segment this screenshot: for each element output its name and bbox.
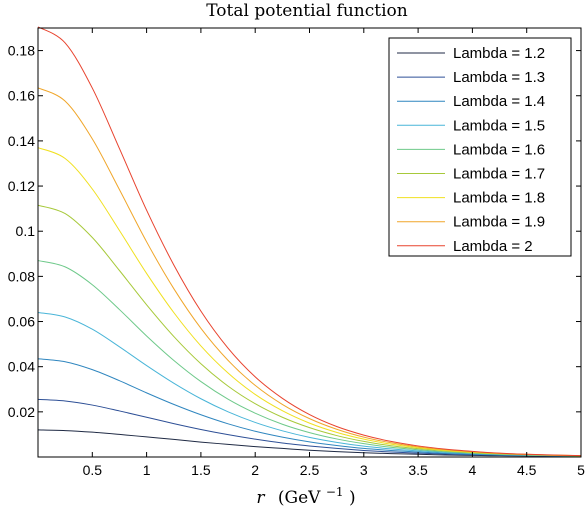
series-line-1: [37, 429, 582, 457]
y-tick-label: 0.16: [8, 88, 35, 104]
series-layer: [37, 26, 582, 457]
x-axis-label-unit: (GeV: [278, 488, 321, 508]
legend-box: [388, 37, 572, 257]
legend-entry-8: Lambda = 1.9: [397, 214, 545, 231]
x-tick-label: 5: [577, 462, 585, 478]
y-tick-label: 0.08: [8, 268, 35, 284]
x-tick-label: 1.5: [191, 462, 211, 478]
legend-label: Lambda = 1.6: [453, 141, 545, 158]
y-tick-label: 0.14: [8, 133, 35, 149]
x-axis-label-variable: r: [256, 488, 265, 508]
x-tick-label: 3: [360, 462, 368, 478]
y-tick-label: 0.1: [16, 223, 36, 239]
legend-label: Lambda = 1.2: [453, 45, 545, 62]
y-tick-label: 0.04: [8, 359, 35, 375]
x-axis-label-exponent: −1: [326, 485, 344, 499]
x-axis-label-close: ): [349, 488, 356, 508]
ticks-layer: 0.5 1 1.5 2 2.5 3 3.5 4 4.5 5 0.02 0.04 0.06 0.08 0.1 0…: [8, 28, 585, 478]
x-tick-label: 3.5: [408, 462, 428, 478]
legend-label: Lambda = 1.7: [453, 166, 545, 183]
y-tick-label: 0.18: [8, 43, 35, 59]
chart-title: Total potential function: [206, 1, 407, 21]
x-tick-label: 2: [251, 462, 259, 478]
y-tick-label: 0.02: [8, 404, 35, 420]
legend-entry-7: Lambda = 1.8: [397, 190, 545, 207]
x-axis-label: r (GeV −1 ): [256, 481, 355, 508]
x-tick-label: 1: [143, 462, 151, 478]
legend-entry-3: Lambda = 1.4: [397, 93, 545, 110]
legend-entry-6: Lambda = 1.7: [397, 166, 545, 183]
legend-label: Lambda = 1.9: [453, 214, 545, 231]
legend-label: Lambda = 1.3: [453, 69, 545, 86]
legend-entry-2: Lambda = 1.3: [397, 69, 545, 86]
legend: Lambda = 1.2 Lambda = 1.3 Lambda = 1.4 Lamb…: [388, 37, 572, 257]
legend-entry-1: Lambda = 1.2: [397, 45, 545, 62]
legend-entries: Lambda = 1.2 Lambda = 1.3 Lambda = 1.4 Lamb…: [397, 45, 545, 255]
legend-entry-9: Lambda = 2: [397, 238, 533, 255]
legend-entry-4: Lambda = 1.5: [397, 117, 545, 134]
series-line-9: [37, 26, 582, 457]
x-tick-label: 0.5: [83, 462, 103, 478]
legend-label: Lambda = 2: [453, 238, 533, 255]
y-tick-label: 0.06: [8, 314, 35, 330]
x-tick-label: 2.5: [300, 462, 320, 478]
y-tick-label: 0.12: [8, 178, 35, 194]
legend-label: Lambda = 1.8: [453, 190, 545, 207]
legend-entry-5: Lambda = 1.6: [397, 141, 545, 158]
legend-label: Lambda = 1.4: [453, 93, 545, 110]
series-line-3: [37, 358, 582, 457]
x-tick-label: 4.5: [517, 462, 537, 478]
legend-label: Lambda = 1.5: [453, 117, 545, 134]
x-tick-label: 4: [469, 462, 477, 478]
